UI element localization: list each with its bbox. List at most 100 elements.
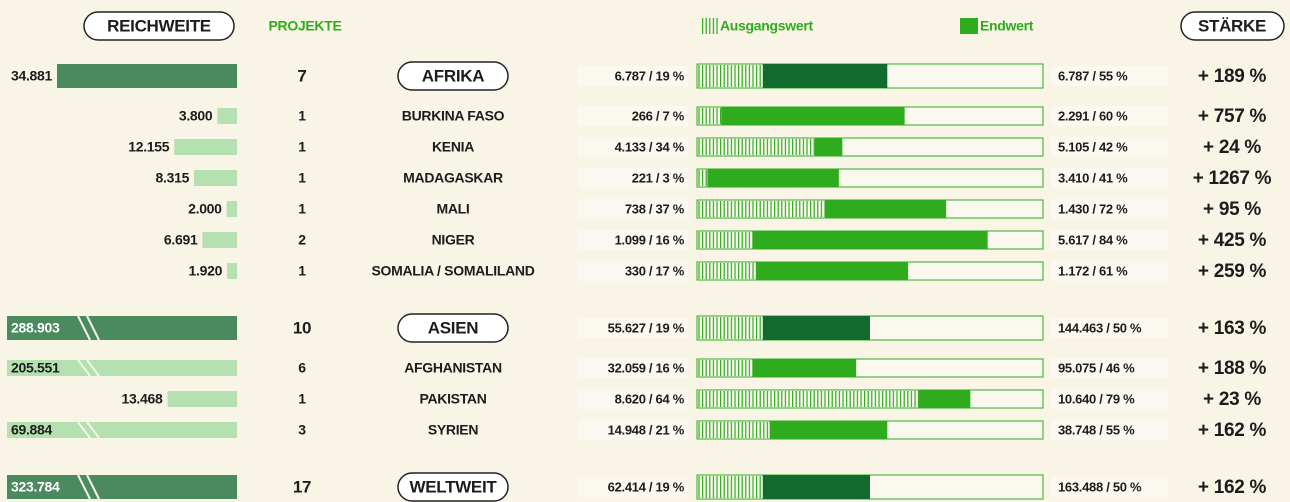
start-hatch (698, 391, 919, 407)
start-label: 55.627 / 19 % (608, 320, 685, 335)
start-label: 4.133 / 34 % (615, 139, 685, 154)
projects: 6 (298, 360, 306, 376)
label-box (1051, 477, 1168, 497)
end-bar (825, 200, 947, 218)
label-box (1051, 230, 1168, 250)
start-hatch (698, 232, 753, 248)
country-name: MALI (436, 201, 469, 217)
end-label: 1.430 / 72 % (1058, 201, 1128, 216)
reach-bar (227, 263, 237, 279)
header-pill (83, 11, 235, 41)
label-box (1051, 389, 1168, 409)
reach-bar (167, 391, 237, 407)
strength: + 162 % (1198, 420, 1267, 441)
region-name: AFRIKA (422, 66, 484, 85)
reach-label: 205.551 (11, 360, 60, 376)
end-label: 95.075 / 46 % (1058, 360, 1135, 375)
end-bar (755, 262, 909, 280)
label-box (1051, 420, 1168, 440)
bar-break (77, 359, 91, 377)
strength: + 757 % (1198, 106, 1267, 127)
label-box (1051, 318, 1168, 338)
reach-label: 6.691 (164, 232, 198, 248)
region-pill (397, 472, 509, 502)
strength: + 189 % (1198, 66, 1267, 87)
start-hatch (698, 170, 708, 186)
legend-hatch (700, 18, 718, 34)
projects: 7 (297, 66, 306, 85)
end-label: 6.787 / 55 % (1058, 68, 1128, 83)
strength: + 23 % (1203, 389, 1261, 410)
reach-bar (57, 64, 237, 88)
country-name: SOMALIA / SOMALILAND (371, 263, 534, 279)
bar-break (77, 315, 91, 341)
bar-break (86, 315, 100, 341)
reach-label: 8.315 (156, 170, 190, 186)
start-label: 8.620 / 64 % (615, 391, 685, 406)
strength: + 188 % (1198, 358, 1267, 379)
legend-solid (960, 18, 978, 34)
reach-label: 323.784 (11, 479, 60, 495)
start-hatch (698, 108, 722, 124)
region-name: ASIEN (428, 318, 478, 337)
reach-label: 2.000 (188, 201, 222, 217)
label-box (578, 168, 688, 188)
label-box (578, 358, 688, 378)
start-hatch (698, 263, 756, 279)
start-label: 14.948 / 21 % (608, 422, 685, 437)
projects: 10 (293, 318, 311, 337)
start-hatch (698, 65, 763, 87)
start-label: 62.414 / 19 % (608, 479, 685, 494)
header-reach: REICHWEITE (107, 16, 211, 35)
projects: 1 (298, 108, 306, 124)
strength: + 163 % (1198, 318, 1267, 339)
reach-bar (202, 232, 237, 248)
label-box (578, 420, 688, 440)
reach-label: 288.903 (11, 320, 60, 336)
label-box (1051, 106, 1168, 126)
country-name: AFGHANISTAN (404, 360, 502, 376)
bar-break (86, 421, 100, 439)
start-label: 330 / 17 % (625, 263, 685, 278)
projects: 1 (298, 391, 306, 407)
end-bar (769, 421, 888, 439)
end-bar (707, 169, 839, 187)
end-bar (721, 107, 905, 125)
reach-label: 13.468 (121, 391, 163, 407)
label-box (578, 261, 688, 281)
reach-bar (7, 360, 237, 376)
end-label: 38.748 / 55 % (1058, 422, 1135, 437)
header-strength: STÄRKE (1198, 16, 1266, 35)
end-bar (762, 64, 888, 88)
end-label: 3.410 / 41 % (1058, 170, 1128, 185)
label-box (578, 477, 688, 497)
label-box (578, 389, 688, 409)
legend-start: Ausgangswert (720, 18, 813, 34)
end-label: 144.463 / 50 % (1058, 320, 1142, 335)
reach-label: 34.881 (11, 68, 53, 84)
label-box (578, 199, 688, 219)
projects: 3 (298, 422, 306, 438)
country-name: KENIA (432, 139, 474, 155)
country-name: MADAGASKAR (403, 170, 503, 186)
label-box (578, 318, 688, 338)
region-pill (397, 313, 509, 343)
country-name: SYRIEN (428, 422, 479, 438)
strength: + 95 % (1203, 199, 1261, 220)
strength: + 162 % (1198, 477, 1267, 498)
strength: + 259 % (1198, 261, 1267, 282)
label-box (578, 137, 688, 157)
header-pill (1180, 11, 1285, 41)
start-label: 221 / 3 % (632, 170, 685, 185)
projects: 2 (298, 232, 306, 248)
label-box (1051, 261, 1168, 281)
end-bar (752, 359, 857, 377)
reach-bar (217, 108, 237, 124)
end-label: 10.640 / 79 % (1058, 391, 1135, 406)
end-label: 5.105 / 42 % (1058, 139, 1128, 154)
bar-break (77, 421, 91, 439)
projects: 1 (298, 201, 306, 217)
start-hatch (698, 317, 763, 339)
label-box (1051, 358, 1168, 378)
